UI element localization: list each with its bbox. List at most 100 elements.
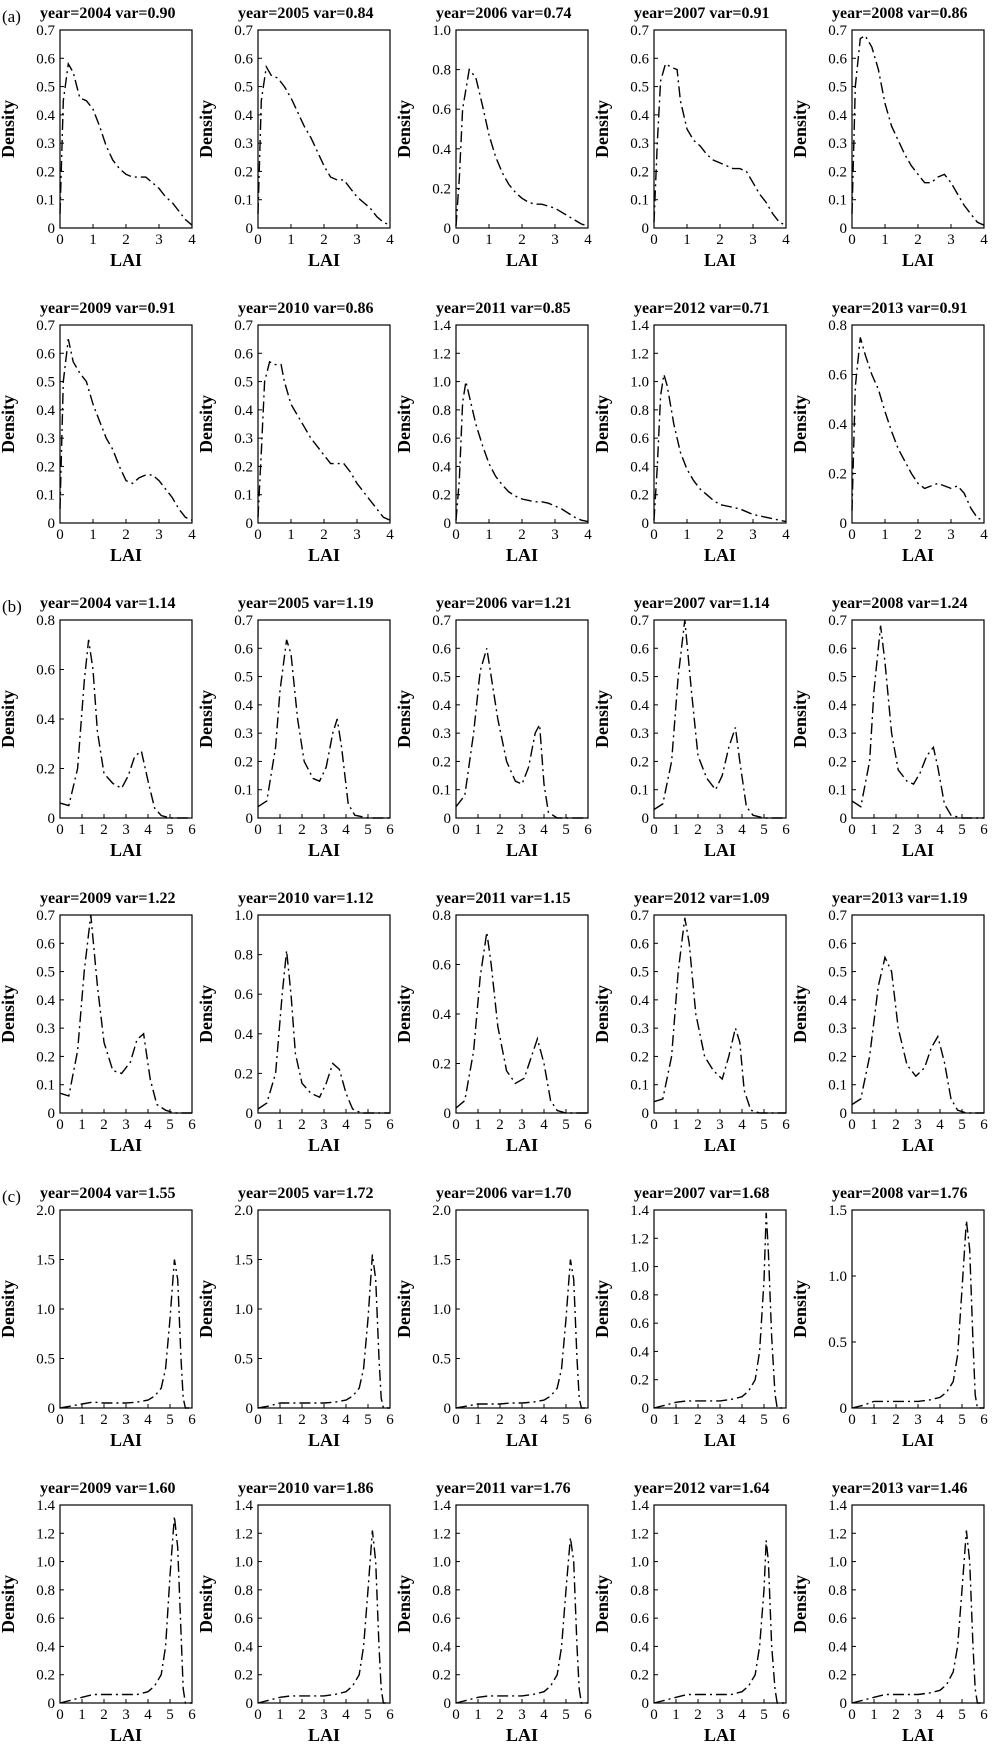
y-tick-label: 0.4 bbox=[630, 108, 649, 124]
x-tick-label: 4 bbox=[342, 1412, 350, 1428]
x-tick-label: 1 bbox=[474, 822, 482, 838]
y-axis-label: Density bbox=[394, 395, 414, 453]
y-tick-label: 1.0 bbox=[36, 1302, 55, 1318]
plot-frame bbox=[653, 619, 787, 819]
x-tick-label: 4 bbox=[144, 1707, 152, 1723]
y-axis-label: Density bbox=[592, 690, 612, 748]
x-tick-label: 6 bbox=[584, 1707, 592, 1723]
plot-frame bbox=[653, 1504, 787, 1704]
y-tick-label: 0.3 bbox=[630, 1021, 649, 1037]
x-tick-label: 6 bbox=[980, 1707, 988, 1723]
y-tick-label: 0.4 bbox=[234, 1639, 253, 1655]
x-tick-label: 3 bbox=[914, 1412, 922, 1428]
subplot: year=2013 var=0.91 0 1 2 3 4 0 0.2 0.4 0.6 0.8 LAI D… bbox=[790, 300, 988, 565]
y-tick-label: 0.6 bbox=[630, 431, 649, 447]
plot-frame bbox=[59, 324, 193, 524]
x-tick-label: 0 bbox=[254, 822, 262, 838]
x-axis-label: LAI bbox=[902, 545, 934, 565]
y-tick-label: 0.5 bbox=[432, 670, 451, 686]
subplot: year=2010 var=1.120 1 2 3 4 5 600.20.40.60.81.… bbox=[196, 890, 394, 1155]
y-tick-label: 0.4 bbox=[828, 417, 847, 433]
x-tick-label: 4 bbox=[540, 1707, 548, 1723]
y-tick-label: 0.7 bbox=[828, 23, 847, 39]
y-axis-label: Density bbox=[196, 395, 216, 453]
y-tick-label: 1.4 bbox=[828, 1498, 847, 1514]
x-tick-label: 2 bbox=[892, 1412, 900, 1428]
x-tick-label: 1 bbox=[78, 822, 86, 838]
y-tick-label: 0.7 bbox=[234, 318, 253, 334]
y-axis-label: Density bbox=[0, 395, 18, 453]
y-tick-label: 0.4 bbox=[432, 1639, 451, 1655]
y-tick-label: 0.7 bbox=[630, 613, 649, 629]
y-tick-label: 0.8 bbox=[630, 1583, 649, 1599]
x-tick-label: 4 bbox=[584, 527, 592, 543]
y-tick-label: 0.7 bbox=[234, 23, 253, 39]
y-tick-label: 0.4 bbox=[432, 142, 451, 158]
y-tick-label: 0.4 bbox=[234, 403, 253, 419]
x-tick-label: 2 bbox=[496, 1117, 504, 1133]
y-axis-label: Density bbox=[196, 1280, 216, 1338]
x-tick-label: 3 bbox=[551, 527, 559, 543]
y-tick-label: 1.2 bbox=[234, 1526, 253, 1542]
x-tick-label: 3 bbox=[122, 1707, 130, 1723]
y-tick-label: 0.4 bbox=[432, 459, 451, 475]
y-tick-label: 0.4 bbox=[234, 108, 253, 124]
y-tick-label: 0.2 bbox=[432, 1668, 451, 1684]
y-tick-label: 0 bbox=[642, 516, 650, 532]
x-tick-label: 5 bbox=[166, 1117, 174, 1133]
density-curve bbox=[455, 1537, 588, 1704]
x-tick-label: 4 bbox=[540, 1117, 548, 1133]
x-tick-label: 0 bbox=[650, 1412, 658, 1428]
x-tick-label: 2 bbox=[694, 1707, 702, 1723]
y-axis-label: Density bbox=[196, 690, 216, 748]
x-tick-label: 4 bbox=[980, 527, 988, 543]
x-tick-label: 1 bbox=[78, 1117, 86, 1133]
y-tick-label: 0.4 bbox=[36, 108, 55, 124]
y-tick-label: 0 bbox=[48, 516, 56, 532]
y-tick-label: 0.3 bbox=[36, 431, 55, 447]
plot-frame bbox=[257, 324, 391, 524]
y-tick-label: 0.5 bbox=[828, 965, 847, 981]
y-tick-label: 0.2 bbox=[828, 1668, 847, 1684]
x-tick-label: 1 bbox=[870, 1117, 878, 1133]
y-tick-label: 0.2 bbox=[432, 1057, 451, 1073]
y-tick-label: 1.0 bbox=[432, 1555, 451, 1571]
y-axis-label: Density bbox=[592, 1575, 612, 1633]
x-tick-label: 2 bbox=[716, 527, 724, 543]
y-tick-label: 0.4 bbox=[36, 712, 55, 728]
y-axis-label: Density bbox=[592, 985, 612, 1043]
x-tick-label: 4 bbox=[386, 527, 394, 543]
density-curve bbox=[653, 619, 786, 819]
x-tick-label: 6 bbox=[386, 1412, 394, 1428]
subplot: year=2008 var=1.240 1 2 3 4 5 600.10.20.30.40.… bbox=[790, 595, 988, 860]
y-tick-label: 0.6 bbox=[828, 368, 847, 384]
y-tick-label: 0.4 bbox=[234, 698, 253, 714]
x-tick-label: 2 bbox=[518, 527, 526, 543]
y-tick-label: 0.6 bbox=[630, 1611, 649, 1627]
subplot: year=2013 var=1.190 1 2 3 4 5 600.10.20.30.40.… bbox=[790, 890, 988, 1155]
y-axis-label: Density bbox=[790, 690, 810, 748]
x-tick-label: 4 bbox=[342, 1707, 350, 1723]
subplot: year=2006 var=0.74 0 1 2 3 4 0 0.2 0.4 0.6 0.8 1.0 L… bbox=[394, 5, 592, 270]
density-curve bbox=[257, 950, 390, 1114]
y-tick-label: 0.4 bbox=[630, 1639, 649, 1655]
subplot: year=2013 var=1.460 1 2 3 4 5 600.20.40.60.81.… bbox=[790, 1480, 988, 1745]
y-tick-label: 0 bbox=[444, 516, 452, 532]
x-tick-label: 2 bbox=[100, 1412, 108, 1428]
y-tick-label: 0.5 bbox=[630, 80, 649, 96]
x-tick-label: 4 bbox=[936, 1117, 944, 1133]
x-tick-label: 2 bbox=[298, 1707, 306, 1723]
y-tick-label: 0.4 bbox=[36, 993, 55, 1009]
subplot: year=2004 var=0.90 0 1 2 3 4 0 0.1 0.2 0.3 0.4 0.5 0… bbox=[0, 5, 196, 270]
x-tick-label: 0 bbox=[848, 1707, 856, 1723]
x-axis-label: LAI bbox=[308, 840, 340, 860]
x-tick-label: 2 bbox=[716, 232, 724, 248]
density-curve bbox=[455, 648, 588, 819]
y-tick-label: 0.7 bbox=[36, 908, 55, 924]
y-tick-label: 0.5 bbox=[36, 1352, 55, 1368]
y-tick-label: 0 bbox=[840, 1401, 848, 1417]
x-tick-label: 1 bbox=[672, 822, 680, 838]
plot-frame bbox=[851, 29, 985, 229]
y-tick-label: 1.2 bbox=[432, 1526, 451, 1542]
x-tick-label: 5 bbox=[760, 1707, 768, 1723]
